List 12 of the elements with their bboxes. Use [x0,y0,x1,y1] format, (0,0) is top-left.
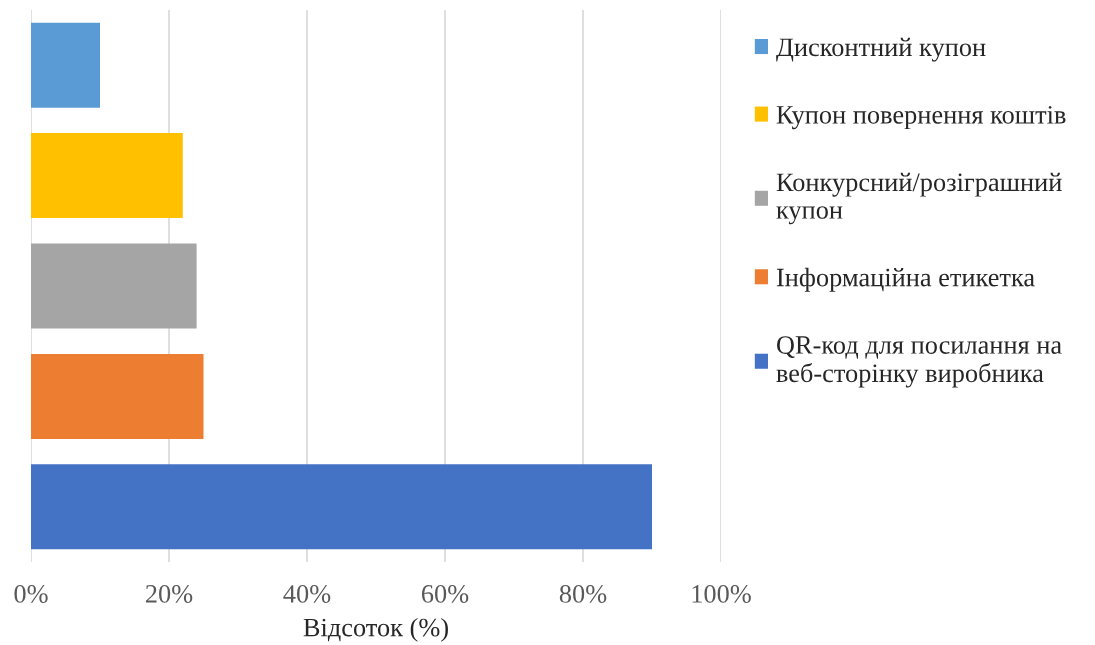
x-tick-label: 0% [14,584,48,603]
x-axis-title: Відсоток (%) [303,617,448,642]
x-tick-label: 100% [692,584,751,603]
x-tick-label: 40% [283,584,331,603]
x-tick-label: 20% [145,584,193,603]
x-tick-label: 80% [559,584,607,603]
legend-label: QR-код для посилання на веб-сторінку виробника [776,336,1062,388]
legend-label: Купон повернення коштів [776,105,1066,130]
x-tick-label: 60% [421,584,469,603]
legend-label: Конкурсний/розіграшний купон [776,172,1062,225]
legend-label: Інформаційна етикетка [776,267,1035,292]
legend-label: Дисконтний купон [776,37,986,62]
